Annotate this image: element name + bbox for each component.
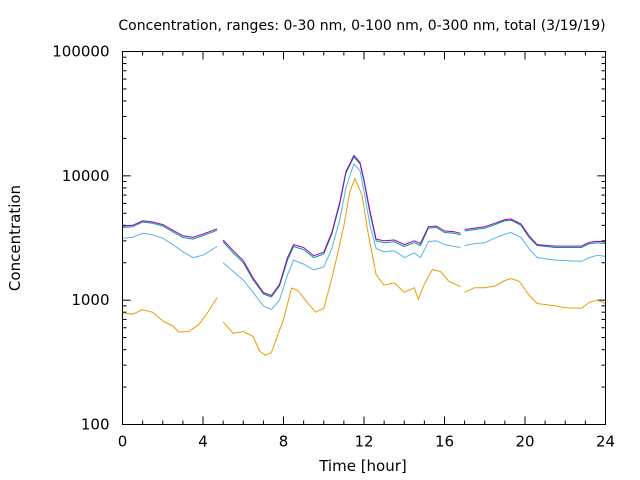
- series-line-4: [222, 154, 461, 296]
- axis-ticks: 0 4 8 12 16 20 24 100 1000 10000 100000: [52, 43, 615, 451]
- series-line-4: [122, 220, 218, 238]
- y-tick-label: 100: [81, 416, 110, 434]
- x-tick-label: 12: [354, 433, 373, 451]
- chart-title: Concentration, ranges: 0-30 nm, 0-100 nm…: [118, 18, 605, 34]
- y-axis-label: Concentration: [6, 185, 24, 291]
- x-tick-label: 20: [515, 433, 534, 451]
- y-tick-label: 1000: [71, 291, 109, 309]
- x-tick-label: 16: [435, 433, 454, 451]
- y-tick-label: 100000: [52, 43, 109, 61]
- y-tick-label: 10000: [62, 167, 110, 185]
- series-line-3: [222, 156, 461, 298]
- series-line-4: [464, 218, 606, 247]
- series-line-2: [122, 232, 218, 259]
- series-line-2: [222, 163, 461, 311]
- plot-frame: [122, 51, 606, 425]
- x-tick-label: 8: [279, 433, 289, 451]
- x-axis-label: Time [hour]: [318, 457, 407, 475]
- series-line-2: [464, 232, 606, 262]
- series-line-3: [464, 219, 606, 248]
- series-line-3: [122, 221, 218, 240]
- x-tick-label: 0: [118, 433, 128, 451]
- series-line-1: [222, 178, 461, 356]
- x-tick-label: 24: [596, 433, 615, 451]
- series-line-1: [464, 278, 606, 309]
- series-line-1: [122, 297, 218, 333]
- plot-area: [122, 154, 606, 356]
- x-tick-label: 4: [198, 433, 208, 451]
